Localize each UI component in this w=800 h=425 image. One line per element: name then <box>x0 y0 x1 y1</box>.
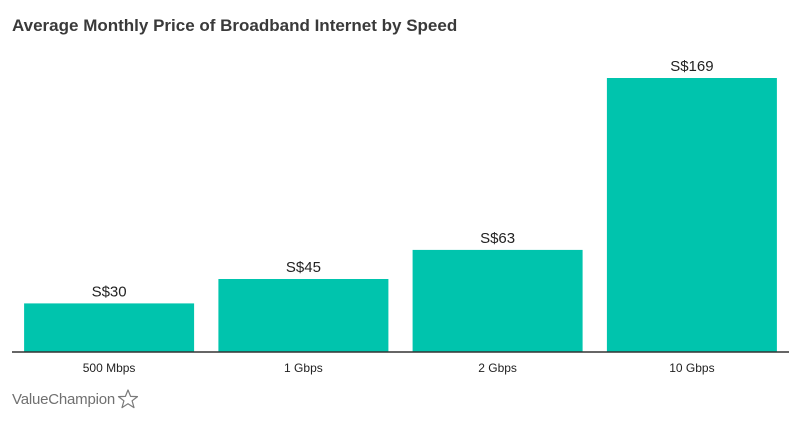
value-label: S$63 <box>480 230 515 247</box>
x-tick-label: 1 Gbps <box>284 361 323 375</box>
chart-title: Average Monthly Price of Broadband Inter… <box>12 16 458 35</box>
value-label: S$45 <box>286 259 321 276</box>
x-tick-label: 10 Gbps <box>669 361 714 375</box>
x-tick-label: 500 Mbps <box>83 361 136 375</box>
value-labels-group: S$30 S$45 S$63 S$169 <box>92 58 714 300</box>
bar-1-gbps <box>218 279 389 352</box>
bar-2-gbps <box>412 249 583 352</box>
bars-group <box>24 78 777 352</box>
star-outline-icon <box>117 389 139 409</box>
x-tick-label: 2 Gbps <box>478 361 517 375</box>
x-tick-labels-group: 500 Mbps 1 Gbps 2 Gbps 10 Gbps <box>83 361 715 375</box>
value-label: S$30 <box>92 283 127 300</box>
bar-10-gbps <box>606 78 777 352</box>
bar-500-mbps <box>24 303 195 352</box>
value-label: S$169 <box>670 58 713 75</box>
brand-name: ValueChampion <box>12 390 116 408</box>
brand-logo: ValueChampion <box>12 389 139 409</box>
